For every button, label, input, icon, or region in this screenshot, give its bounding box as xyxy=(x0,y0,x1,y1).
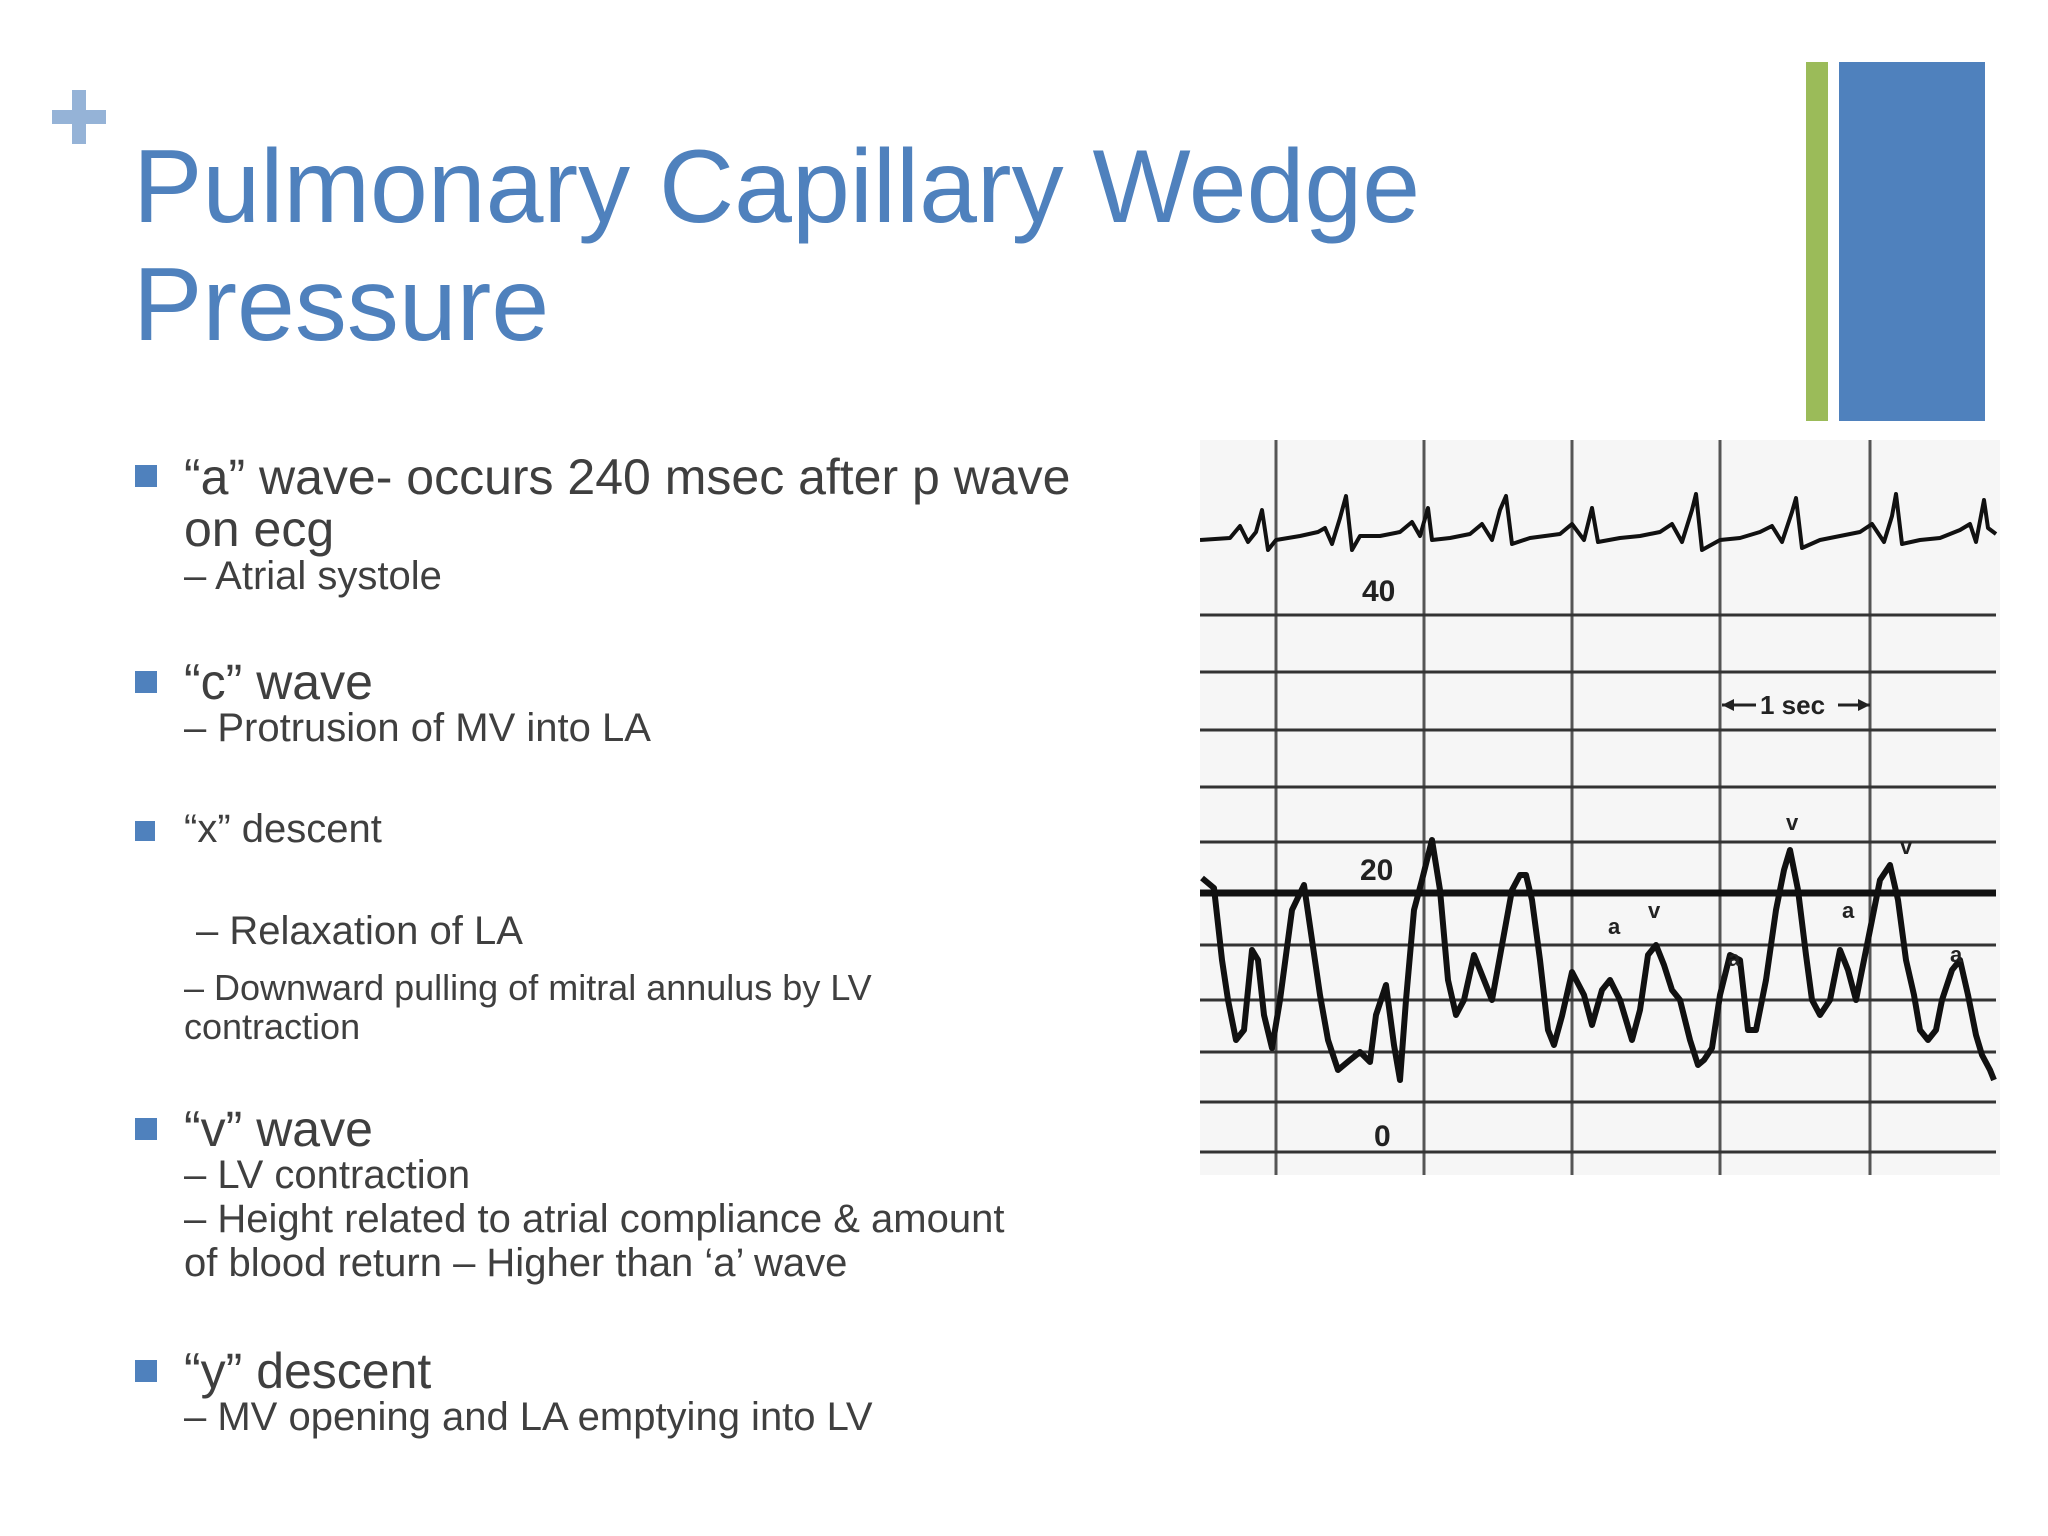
bullet-v-wave-sub-2-cont: of blood return – Higher than ‘a’ wave xyxy=(184,1241,848,1285)
wave-label: v xyxy=(1786,810,1799,835)
bullet-a-wave-heading: “a” wave- occurs 240 msec after p wave xyxy=(184,449,1071,505)
pcwp-tracing-image: 40 20 0 1 sec a v a v a v a xyxy=(1200,440,2000,1175)
grid-vertical xyxy=(1274,440,1872,1175)
bullet-x-descent-sub-2: – Downward pulling of mitral annulus by … xyxy=(184,967,872,1008)
bullet-v-wave-sub-2: – Height related to atrial compliance & … xyxy=(184,1197,1005,1241)
wave-label: a xyxy=(1608,914,1621,939)
bullet-y-descent-sub: – MV opening and LA emptying into LV xyxy=(184,1395,873,1439)
bullet-marker xyxy=(135,465,157,487)
bullet-a-wave-heading-cont: on ecg xyxy=(184,501,335,557)
bullet-marker xyxy=(135,1118,157,1140)
bullet-x-descent-sub-1: – Relaxation of LA xyxy=(196,909,523,953)
bullet-v-wave-heading: “v” wave xyxy=(184,1101,373,1157)
bullet-marker xyxy=(135,821,155,841)
scale-label-40: 40 xyxy=(1362,575,1395,608)
plus-icon xyxy=(52,90,106,144)
bullet-marker xyxy=(135,1360,157,1382)
bullet-x-descent-heading: “x” descent xyxy=(184,807,382,851)
wave-label: a xyxy=(1728,946,1741,971)
time-marker-label: 1 sec xyxy=(1760,690,1825,720)
bullet-v-wave-sub-1: – LV contraction xyxy=(184,1153,471,1197)
time-marker: 1 sec xyxy=(1722,690,1870,720)
bullet-y-descent-heading: “y” descent xyxy=(184,1343,432,1399)
bullet-x-descent-sub-2-cont: contraction xyxy=(184,1006,361,1047)
bullet-list: “a” wave- occurs 240 msec after p wave o… xyxy=(135,449,1071,1439)
wave-label: a xyxy=(1950,942,1963,967)
wave-label: a xyxy=(1842,898,1855,923)
slide-title: Pulmonary Capillary Wedge Pressure xyxy=(133,129,1421,363)
scale-label-0: 0 xyxy=(1374,1120,1391,1153)
wave-label: v xyxy=(1900,834,1913,859)
scale-label-20: 20 xyxy=(1360,854,1393,887)
accent-bar-blue xyxy=(1839,62,1985,421)
wave-label: v xyxy=(1648,898,1661,923)
ecg-trace xyxy=(1200,492,1998,552)
accent-bar-green xyxy=(1806,62,1828,421)
bullet-c-wave-sub: – Protrusion of MV into LA xyxy=(184,706,651,750)
bullet-marker xyxy=(135,671,157,693)
bullet-a-wave-sub: – Atrial systole xyxy=(184,554,442,598)
bullet-c-wave-heading: “c” wave xyxy=(184,654,373,710)
pressure-trace xyxy=(1200,837,1997,1083)
